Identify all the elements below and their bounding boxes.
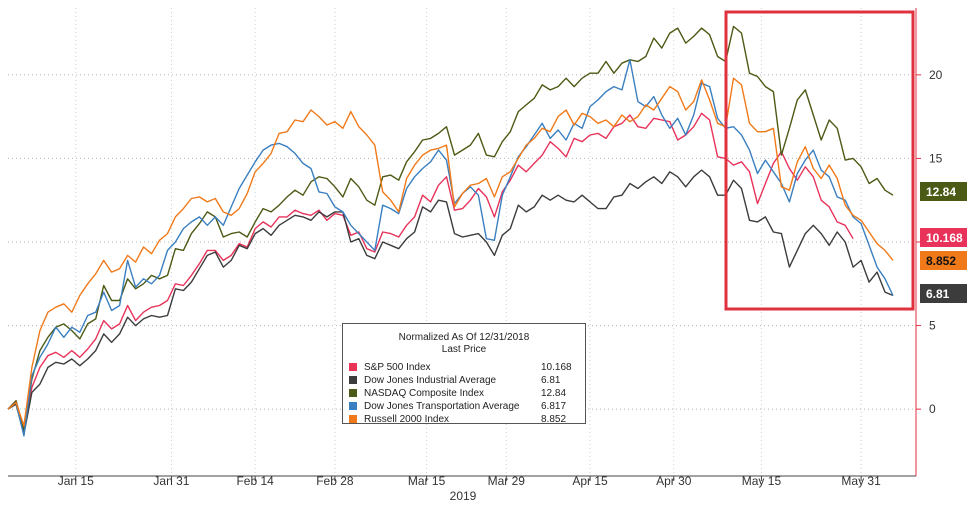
legend-swatch <box>349 415 357 423</box>
legend-box: Normalized As Of 12/31/2018 Last Price S… <box>342 323 586 426</box>
legend-title: Normalized As Of 12/31/2018 <box>398 332 530 343</box>
x-year-label: 2019 <box>450 489 477 503</box>
legend-series-name: Dow Jones Industrial Average <box>364 375 497 386</box>
series-lines <box>7 25 894 437</box>
legend-swatch <box>349 389 357 397</box>
last-value-badge <box>920 284 967 303</box>
legend-entries: S&P 500 Index 10.168 Dow Jones Industrial … <box>343 361 585 426</box>
legend-series-name: NASDAQ Composite Index <box>364 388 485 399</box>
last-value-badge <box>920 251 967 270</box>
last-value-badge <box>920 182 967 201</box>
x-tick-label: Jan 15 <box>58 474 94 488</box>
x-tick-labels: Jan 15 Jan 31 Feb 14 Feb 28 Mar 15 Mar 29 Apr … <box>58 474 881 488</box>
legend-swatch <box>349 402 357 410</box>
x-tick-label: Jan 31 <box>153 474 189 488</box>
x-tick-label: Feb 28 <box>316 474 354 488</box>
y-tick-label: 5 <box>929 319 936 333</box>
x-tick-label: May 31 <box>841 474 881 488</box>
legend-series-value: 10.168 <box>541 362 572 373</box>
y-tick-labels: 20151050 <box>916 68 943 416</box>
highlight-box <box>724 10 915 311</box>
last-value-badges: 12.84 10.168 8.852 6.81 <box>920 182 967 303</box>
series-line-1 <box>7 169 894 435</box>
x-tick-label: Apr 15 <box>572 474 608 488</box>
legend-swatch <box>349 363 357 371</box>
legend-entry: Russell 2000 Index 8.852 <box>343 413 585 426</box>
last-value-badge <box>920 228 967 247</box>
series-line-2 <box>7 25 894 432</box>
legend-series-value: 8.852 <box>541 414 567 425</box>
x-tick-label: Feb 14 <box>236 474 274 488</box>
legend-series-name: Dow Jones Transportation Average <box>364 401 520 412</box>
legend-series-name: S&P 500 Index <box>364 362 431 373</box>
legend-series-value: 6.817 <box>541 401 567 412</box>
legend-entry: Dow Jones Industrial Average 6.81 <box>343 374 585 387</box>
last-value-text: 6.81 <box>926 287 950 301</box>
x-tick-label: Mar 29 <box>488 474 526 488</box>
series-line-3 <box>7 59 894 437</box>
series-line-4 <box>7 77 894 427</box>
series-line-0 <box>7 112 854 430</box>
last-value-text: 8.852 <box>926 254 956 268</box>
y-tick-label: 15 <box>929 151 943 165</box>
x-tick-label: Mar 15 <box>408 474 446 488</box>
legend-entry: S&P 500 Index 10.168 <box>343 361 585 374</box>
legend-series-value: 6.81 <box>541 375 561 386</box>
legend-entry: Dow Jones Transportation Average 6.817 <box>343 400 585 413</box>
legend-entry: NASDAQ Composite Index 12.84 <box>343 387 585 400</box>
legend-subtitle: Last Price <box>441 344 487 355</box>
y-tick-label: 0 <box>929 402 936 416</box>
y-tick-label: 20 <box>929 68 943 82</box>
last-value-text: 10.168 <box>926 231 963 245</box>
legend-swatch <box>349 376 357 384</box>
legend-series-value: 12.84 <box>541 388 567 399</box>
x-tick-label: May 15 <box>742 474 782 488</box>
last-value-text: 12.84 <box>926 185 956 199</box>
legend-series-name: Russell 2000 Index <box>364 414 450 425</box>
gridlines <box>8 8 916 476</box>
x-tick-label: Apr 30 <box>656 474 692 488</box>
